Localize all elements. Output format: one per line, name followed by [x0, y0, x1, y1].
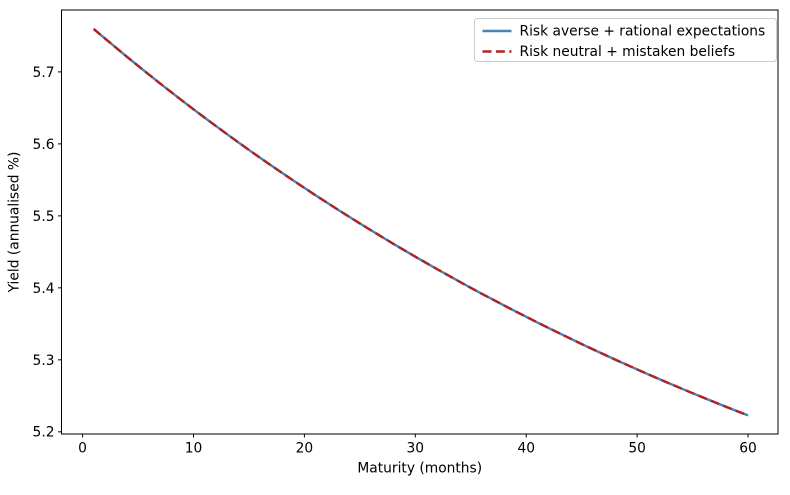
series-group: [92, 28, 749, 417]
legend-box: [474, 18, 777, 62]
y-axis-label: Yield (annualised %): [7, 152, 23, 294]
y-axis-ticks: 5.2 5.3 5.4 5.5 5.6 5.7: [33, 65, 62, 441]
y-tick-label: 5.4: [33, 281, 55, 297]
x-tick-label: 0: [78, 441, 87, 457]
plot-area: [61, 9, 779, 435]
y-tick-label: 5.3: [33, 353, 55, 369]
x-tick-label: 10: [185, 441, 203, 457]
legend: Risk averse + rational expectations Risk…: [474, 18, 777, 62]
legend-label-risk-averse: Risk averse + rational expectations: [520, 24, 766, 40]
legend-label-risk-neutral: Risk neutral + mistaken beliefs: [520, 44, 736, 60]
x-tick-label: 40: [517, 441, 535, 457]
y-tick-label: 5.7: [33, 65, 55, 81]
y-tick-label: 5.6: [33, 137, 55, 153]
y-tick-label: 5.5: [33, 209, 55, 225]
x-tick-label: 50: [628, 441, 646, 457]
x-tick-label: 60: [739, 441, 757, 457]
y-tick-label: 5.2: [33, 425, 55, 441]
x-axis-ticks: 0 10 20 30 40 50 60: [78, 434, 757, 457]
x-tick-label: 20: [296, 441, 314, 457]
x-tick-label: 30: [407, 441, 425, 457]
risk-neutral-mistaken-line: [92, 28, 749, 417]
x-axis-label: Maturity (months): [357, 461, 482, 477]
